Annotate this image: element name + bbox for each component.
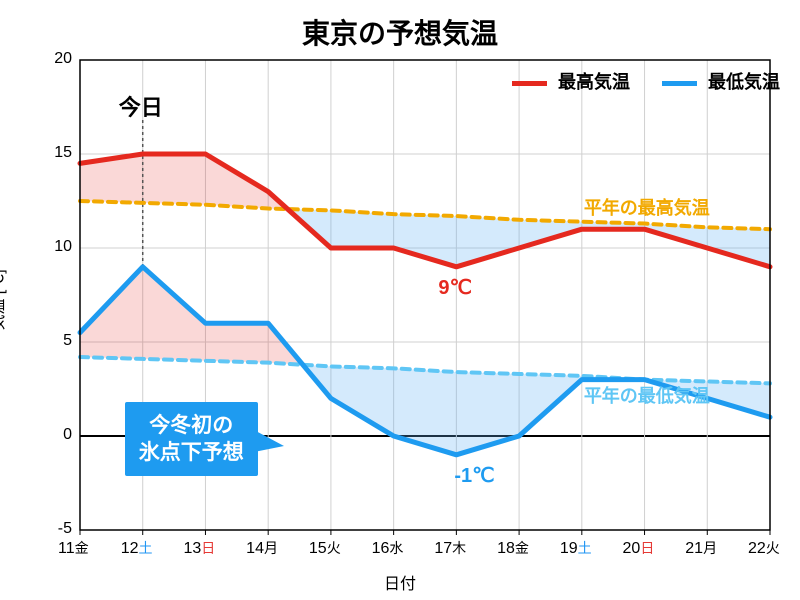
- x-tick: 17木: [434, 538, 466, 558]
- x-tick: 19土: [560, 538, 592, 558]
- x-tick: 11金: [58, 538, 89, 558]
- y-tick: 0: [63, 426, 72, 444]
- legend-high-label: 最高気温: [558, 72, 630, 92]
- x-tick: 22火: [748, 538, 780, 558]
- y-tick: -5: [58, 520, 72, 538]
- x-tick: 13日: [183, 538, 215, 558]
- x-axis-label: 日付: [0, 570, 800, 594]
- legend-low: 最低気温: [662, 68, 780, 94]
- callout-line2: 氷点下予想: [139, 441, 244, 464]
- x-tick: 16水: [372, 538, 404, 558]
- x-tick: 21月: [685, 538, 717, 558]
- y-axis-label: 気温 [℃]: [0, 269, 8, 330]
- y-tick: 20: [54, 50, 72, 68]
- chart-title: 東京の予想気温: [0, 12, 800, 52]
- y-tick: 10: [54, 238, 72, 256]
- x-tick: 14月: [246, 538, 278, 558]
- legend-low-label: 最低気温: [708, 72, 780, 92]
- point-high-label: 9℃: [438, 275, 472, 300]
- today-label: 今日: [119, 90, 163, 122]
- x-tick: 12土: [121, 538, 153, 558]
- point-low-label: -1℃: [454, 463, 494, 488]
- avg-low-label: 平年の最低気温: [584, 382, 710, 408]
- avg-high-label: 平年の最高気温: [584, 194, 710, 220]
- y-tick: 15: [54, 144, 72, 162]
- x-tick: 18金: [497, 538, 529, 558]
- y-tick: 5: [63, 332, 72, 350]
- freeze-callout: 今冬初の 氷点下予想: [125, 402, 258, 477]
- x-tick: 15火: [309, 538, 341, 558]
- legend-high: 最高気温: [512, 68, 630, 94]
- callout-line1: 今冬初の: [149, 414, 233, 437]
- x-tick: 20日: [623, 538, 655, 558]
